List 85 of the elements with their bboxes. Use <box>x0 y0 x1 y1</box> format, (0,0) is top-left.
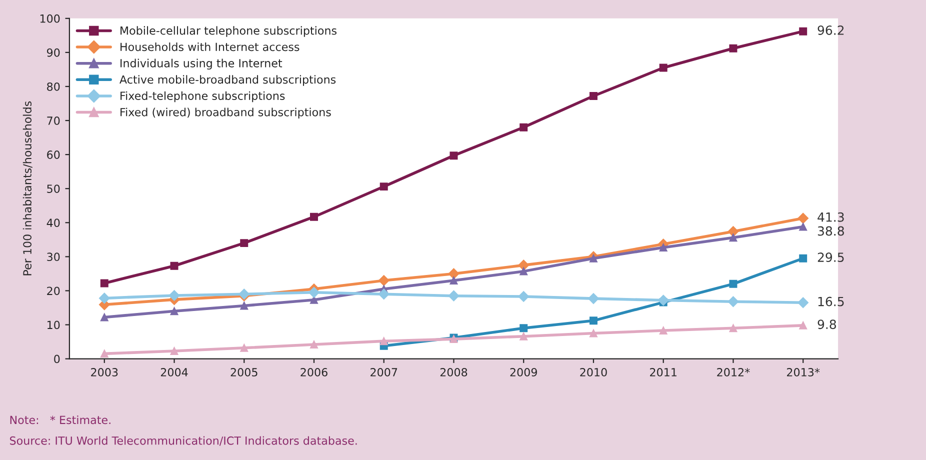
point <box>728 296 739 308</box>
point <box>520 123 528 132</box>
point <box>520 324 528 332</box>
point <box>518 291 530 302</box>
legend-label: Fixed-telephone subscriptions <box>120 91 285 102</box>
point <box>100 350 108 358</box>
data-label: 29.5 <box>818 252 844 262</box>
point <box>589 329 598 338</box>
data-label: 9.8 <box>818 320 836 330</box>
point <box>170 307 178 316</box>
legend-label: Mobile-cellular telephone subscriptions <box>120 26 336 37</box>
y-axis-title: Per 100 inhabitants/households <box>22 101 32 276</box>
point <box>659 326 668 335</box>
y-tick-label: 90 <box>46 48 60 57</box>
source-note: Source: ITU World Telecommunication/ICT Indicators database. <box>10 436 357 446</box>
point <box>378 275 390 286</box>
point <box>659 243 668 252</box>
point <box>448 290 460 302</box>
data-label: 16.5 <box>818 296 844 306</box>
point <box>729 280 738 288</box>
y-tick-label: 20 <box>47 286 60 296</box>
x-tick-label: 2009 <box>510 368 537 376</box>
point <box>380 182 388 191</box>
point <box>520 267 528 276</box>
legend-label: Households with Internet access <box>120 42 300 52</box>
point <box>589 92 598 100</box>
point <box>170 262 178 270</box>
y-tick-label: 30 <box>47 252 60 262</box>
y-tick-label: 0 <box>54 354 60 364</box>
point <box>310 212 318 221</box>
point <box>520 332 528 340</box>
x-tick-label: 2003 <box>91 368 118 376</box>
x-tick-label: 2006 <box>300 368 328 376</box>
point <box>588 293 599 304</box>
point <box>799 27 808 36</box>
point <box>448 268 460 280</box>
point <box>240 344 248 352</box>
x-tick-label: 2013* <box>786 368 820 376</box>
point <box>380 337 388 346</box>
data-label: 38.8 <box>818 226 844 236</box>
y-tick-label: 80 <box>47 82 60 91</box>
point <box>450 276 458 284</box>
point <box>799 254 808 262</box>
x-tick-label: 2008 <box>440 368 468 376</box>
point <box>659 64 668 72</box>
y-tick-label: 50 <box>47 184 60 193</box>
data-label: 41.3 <box>818 212 844 222</box>
x-tick-label: 2004 <box>160 368 188 376</box>
y-tick-label: 40 <box>46 218 60 228</box>
point <box>170 346 178 355</box>
x-tick-label: 2012* <box>717 368 750 376</box>
point <box>310 340 318 348</box>
point <box>729 324 738 332</box>
x-tick-label: 2005 <box>230 368 258 376</box>
point <box>589 316 598 325</box>
legend-label: Individuals using the Internet <box>120 58 282 70</box>
legend-label: Active mobile-broadband subscriptions <box>120 75 336 86</box>
point <box>798 297 809 308</box>
legend-label: Fixed (wired) broadband subscriptions <box>120 108 331 118</box>
point <box>240 302 248 310</box>
text: Note: * Estimate. <box>10 416 110 424</box>
point <box>518 260 530 271</box>
point <box>100 313 108 322</box>
x-tick-label: 2007 <box>370 368 398 376</box>
point <box>450 152 458 160</box>
point <box>308 286 320 298</box>
point <box>799 321 808 330</box>
data-label: 96.2 <box>818 26 844 35</box>
y-tick-label: 100 <box>40 14 60 23</box>
x-tick-label: 2010 <box>580 368 607 376</box>
point <box>589 254 598 262</box>
point <box>168 290 180 301</box>
point <box>729 44 738 52</box>
point <box>100 279 108 288</box>
y-tick-label: 60 <box>47 150 60 159</box>
y-tick-label: 10 <box>48 320 60 330</box>
point <box>799 222 808 231</box>
point <box>729 234 738 242</box>
point <box>658 294 669 306</box>
point <box>98 292 110 304</box>
point <box>378 288 390 300</box>
point <box>798 212 809 224</box>
y-tick-label: 70 <box>47 116 60 125</box>
point <box>240 239 248 248</box>
x-tick-label: 2011 <box>650 368 676 376</box>
